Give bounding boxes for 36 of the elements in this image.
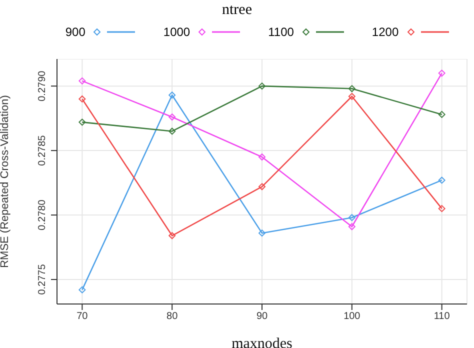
x-axis-title: maxnodes — [232, 336, 293, 348]
point — [168, 114, 176, 121]
legend-label: 900 — [65, 25, 86, 39]
y-tick-label: 0.2785 — [37, 134, 48, 166]
point — [168, 92, 176, 99]
point — [78, 286, 86, 294]
point — [168, 128, 176, 135]
point — [348, 214, 356, 222]
point — [258, 230, 266, 237]
point — [78, 95, 86, 102]
y-tick-label: 0.2780 — [37, 199, 48, 230]
point — [438, 205, 446, 212]
y-tick-label: 0.2790 — [37, 70, 48, 102]
legend-title: ntree — [221, 2, 253, 19]
x-tick-label: 80 — [166, 311, 178, 322]
point — [348, 85, 356, 92]
point — [258, 82, 266, 90]
point — [78, 118, 86, 126]
point — [258, 154, 266, 160]
point — [438, 176, 446, 184]
point — [348, 223, 356, 230]
x-tick-label: 90 — [256, 311, 268, 322]
legend-label: 1000 — [163, 25, 190, 39]
x-tick-label: 70 — [76, 311, 88, 322]
point — [348, 92, 356, 100]
point — [78, 77, 86, 84]
x-tick-label: 110 — [434, 311, 450, 322]
point — [168, 232, 176, 240]
legend-label: 1200 — [372, 25, 399, 39]
legend-label: 1100 — [268, 25, 294, 39]
point — [258, 183, 266, 190]
x-tick-label: 100 — [344, 311, 361, 322]
point — [438, 110, 446, 118]
point — [438, 70, 446, 77]
y-tick-label: 0.2775 — [37, 264, 48, 295]
y-axis-title: RMSE (Repeated Cross-Validation) — [0, 95, 11, 268]
